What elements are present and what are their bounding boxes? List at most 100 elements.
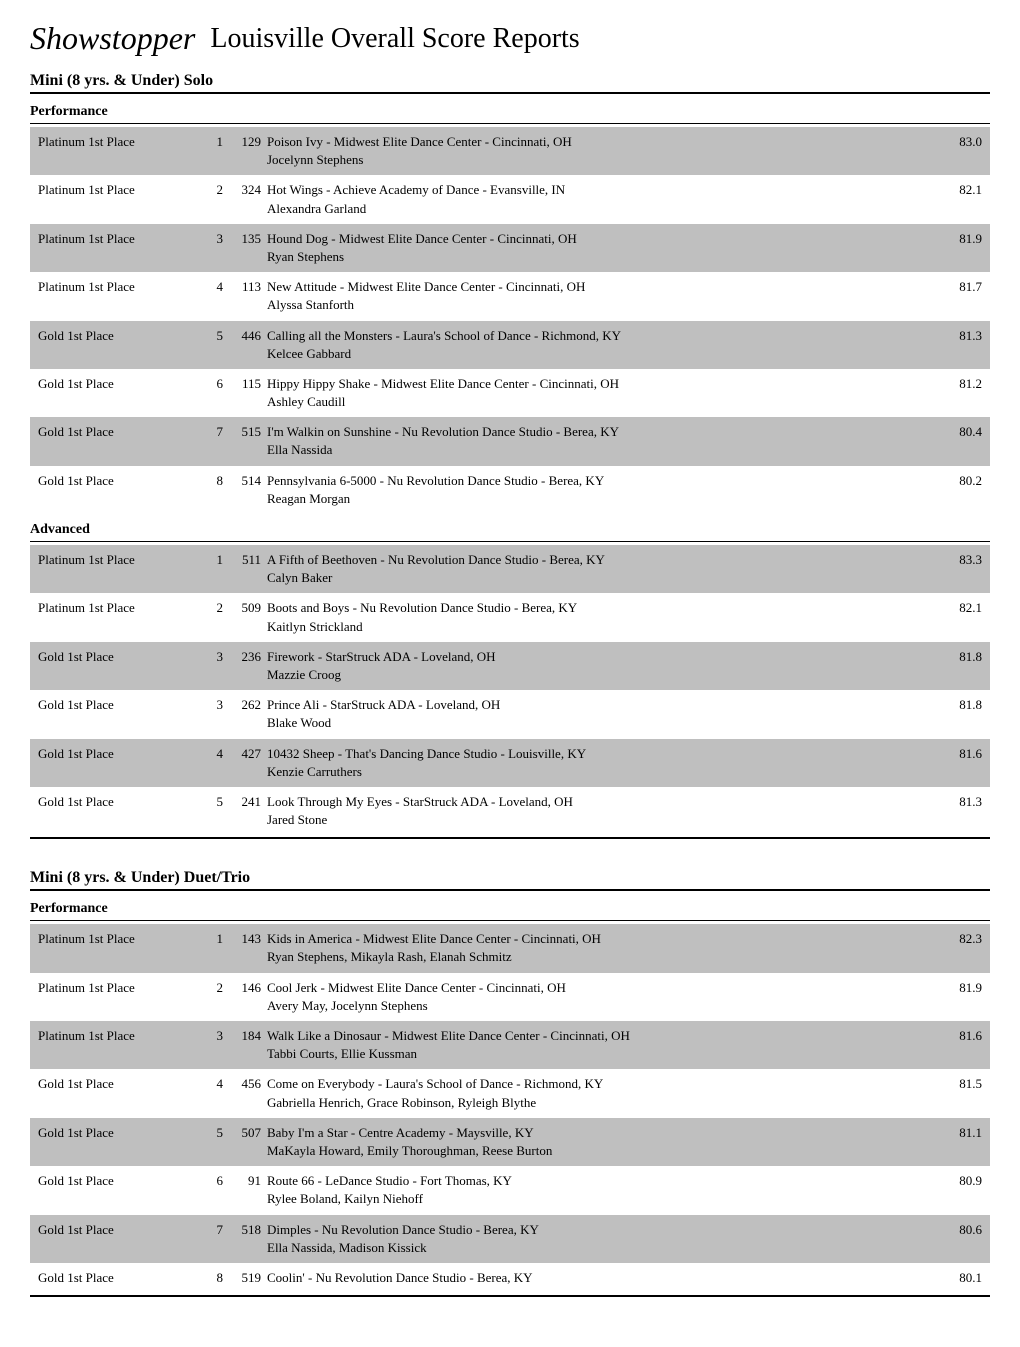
rank-number: 3 [198,1027,223,1063]
result-row: Platinum 1st Place2509Boots and Boys - N… [30,593,990,641]
description: Hot Wings - Achieve Academy of Dance - E… [267,181,932,217]
result-row: Platinum 1st Place1143Kids in America - … [30,924,990,972]
description: A Fifth of Beethoven - Nu Revolution Dan… [267,551,932,587]
score: 81.2 [932,375,982,411]
category-section: Mini (8 yrs. & Under) Duet/TrioPerforman… [30,869,990,1297]
description: Pennsylvania 6-5000 - Nu Revolution Danc… [267,472,932,508]
entry-title: Boots and Boys - Nu Revolution Dance Stu… [267,599,932,617]
entry-number: 427 [223,745,267,781]
result-row: Gold 1st Place3236Firework - StarStruck … [30,642,990,690]
performers: Alyssa Stanforth [267,296,932,314]
award-label: Platinum 1st Place [38,930,198,966]
entry-number: 262 [223,696,267,732]
entry-title: Calling all the Monsters - Laura's Schoo… [267,327,932,345]
award-label: Gold 1st Place [38,745,198,781]
score: 80.4 [932,423,982,459]
entry-title: I'm Walkin on Sunshine - Nu Revolution D… [267,423,932,441]
rank-number: 2 [198,181,223,217]
description: Walk Like a Dinosaur - Midwest Elite Dan… [267,1027,932,1063]
description: Coolin' - Nu Revolution Dance Studio - B… [267,1269,932,1287]
award-label: Gold 1st Place [38,1124,198,1160]
entry-number: 509 [223,599,267,635]
entry-number: 115 [223,375,267,411]
performers: Kaitlyn Strickland [267,618,932,636]
entry-number: 113 [223,278,267,314]
entry-number: 236 [223,648,267,684]
entry-title: Baby I'm a Star - Centre Academy - Maysv… [267,1124,932,1142]
award-label: Gold 1st Place [38,696,198,732]
performers: Rylee Boland, Kailyn Niehoff [267,1190,932,1208]
entry-number: 129 [223,133,267,169]
entry-title: Hot Wings - Achieve Academy of Dance - E… [267,181,932,199]
divider [30,123,990,124]
rank-number: 8 [198,472,223,508]
score: 82.1 [932,181,982,217]
score: 81.9 [932,230,982,266]
entry-title: Walk Like a Dinosaur - Midwest Elite Dan… [267,1027,932,1045]
entry-title: 10432 Sheep - That's Dancing Dance Studi… [267,745,932,763]
result-row: Gold 1st Place6115Hippy Hippy Shake - Mi… [30,369,990,417]
category-section: Mini (8 yrs. & Under) SoloPerformancePla… [30,72,990,839]
performers: Calyn Baker [267,569,932,587]
award-label: Gold 1st Place [38,1221,198,1257]
entry-number: 456 [223,1075,267,1111]
rank-number: 1 [198,930,223,966]
entry-number: 446 [223,327,267,363]
result-row: Gold 1st Place5241Look Through My Eyes -… [30,787,990,835]
performers: Alexandra Garland [267,200,932,218]
award-label: Platinum 1st Place [38,551,198,587]
performers: Ella Nassida [267,441,932,459]
description: Firework - StarStruck ADA - Loveland, OH… [267,648,932,684]
result-row: Platinum 1st Place4113New Attitude - Mid… [30,272,990,320]
performers: Gabriella Henrich, Grace Robinson, Rylei… [267,1094,932,1112]
description: Hound Dog - Midwest Elite Dance Center -… [267,230,932,266]
award-label: Platinum 1st Place [38,979,198,1015]
performers: Jocelynn Stephens [267,151,932,169]
description: Route 66 - LeDance Studio - Fort Thomas,… [267,1172,932,1208]
award-label: Gold 1st Place [38,327,198,363]
score: 80.9 [932,1172,982,1208]
score: 81.8 [932,648,982,684]
award-label: Gold 1st Place [38,375,198,411]
entry-number: 91 [223,1172,267,1208]
score: 81.1 [932,1124,982,1160]
result-row: Gold 1st Place3262Prince Ali - StarStruc… [30,690,990,738]
score: 80.1 [932,1269,982,1287]
performers: Kelcee Gabbard [267,345,932,363]
rank-number: 8 [198,1269,223,1287]
entry-number: 515 [223,423,267,459]
entry-number: 514 [223,472,267,508]
rank-number: 5 [198,793,223,829]
rank-number: 5 [198,1124,223,1160]
result-row: Gold 1st Place5507Baby I'm a Star - Cent… [30,1118,990,1166]
entry-title: Dimples - Nu Revolution Dance Studio - B… [267,1221,932,1239]
score: 82.1 [932,599,982,635]
rank-number: 3 [198,648,223,684]
performers: Ryan Stephens [267,248,932,266]
entry-title: Route 66 - LeDance Studio - Fort Thomas,… [267,1172,932,1190]
score: 80.6 [932,1221,982,1257]
result-row: Gold 1st Place8519Coolin' - Nu Revolutio… [30,1263,990,1293]
description: Look Through My Eyes - StarStruck ADA - … [267,793,932,829]
category-title: Mini (8 yrs. & Under) Solo [30,72,990,90]
award-label: Gold 1st Place [38,1172,198,1208]
result-row: Platinum 1st Place3135Hound Dog - Midwes… [30,224,990,272]
award-label: Gold 1st Place [38,793,198,829]
result-row: Gold 1st Place4456Come on Everybody - La… [30,1069,990,1117]
performers: Kenzie Carruthers [267,763,932,781]
description: New Attitude - Midwest Elite Dance Cente… [267,278,932,314]
result-row: Platinum 1st Place3184Walk Like a Dinosa… [30,1021,990,1069]
score: 81.3 [932,793,982,829]
entry-number: 143 [223,930,267,966]
description: Poison Ivy - Midwest Elite Dance Center … [267,133,932,169]
description: Boots and Boys - Nu Revolution Dance Stu… [267,599,932,635]
logo: Showstopper [30,20,195,57]
entry-title: Coolin' - Nu Revolution Dance Studio - B… [267,1269,932,1287]
entry-title: Look Through My Eyes - StarStruck ADA - … [267,793,932,811]
score: 81.9 [932,979,982,1015]
award-label: Gold 1st Place [38,648,198,684]
award-label: Platinum 1st Place [38,1027,198,1063]
award-label: Gold 1st Place [38,1269,198,1287]
rank-number: 7 [198,423,223,459]
performers: Tabbi Courts, Ellie Kussman [267,1045,932,1063]
